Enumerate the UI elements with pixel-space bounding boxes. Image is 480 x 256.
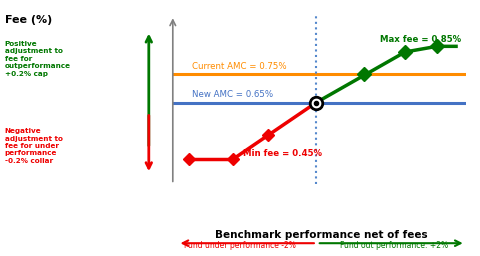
Text: Current AMC = 0.75%: Current AMC = 0.75%	[192, 62, 287, 71]
Text: Fund under performance -2%: Fund under performance -2%	[184, 241, 296, 250]
Text: New AMC = 0.65%: New AMC = 0.65%	[192, 90, 273, 99]
Text: Min fee = 0.45%: Min fee = 0.45%	[243, 150, 322, 158]
Text: Fund out performance: +2%: Fund out performance: +2%	[339, 241, 448, 250]
Text: Positive
adjustment to
fee for
outperformance
+0.2% cap: Positive adjustment to fee for outperfor…	[5, 41, 71, 77]
Text: Fee (%): Fee (%)	[5, 15, 52, 25]
Text: Max fee = 0.85%: Max fee = 0.85%	[380, 35, 461, 44]
Text: Negative
adjustment to
fee for under
performance
-0.2% collar: Negative adjustment to fee for under per…	[5, 128, 63, 164]
Text: Benchmark performance net of fees: Benchmark performance net of fees	[216, 230, 428, 240]
